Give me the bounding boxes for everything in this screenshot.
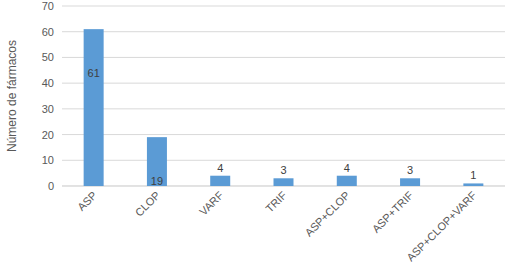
bar [274,178,294,186]
chart: 0 10 20 30 40 50 60 70 61 19 4 3 4 3 1 ASP CLOP VARF TRIF A… [0,0,507,270]
x-tick-label: VARF [197,189,226,218]
bar [400,178,420,186]
y-tick-label: 60 [42,26,54,38]
y-tick-label: 50 [42,51,54,63]
grid-line [62,83,505,84]
data-label: 19 [151,175,163,187]
x-tick-label: ASP [75,189,99,213]
y-tick-label: 0 [48,180,54,192]
data-label: 1 [470,169,476,181]
data-label: 3 [280,164,286,176]
data-label: 4 [217,162,223,174]
x-tick-label: ASP+CLOP [302,189,352,239]
grid-line [62,31,505,32]
x-tick-label: TRIF [263,189,289,215]
grid-line [62,57,505,58]
grid-line [62,6,505,7]
bar [210,176,230,186]
bar [337,176,357,186]
bar [463,183,483,186]
bar [84,29,104,186]
y-tick-label: 20 [42,129,54,141]
grid-line [62,108,505,109]
bars [84,29,484,186]
y-axis-label: Número de fármacos [5,40,19,152]
grid-line [62,134,505,135]
x-tick-label: ASP+TRIF [370,189,416,235]
y-tick-label: 70 [42,0,54,12]
data-label: 3 [407,164,413,176]
y-tick-label: 30 [42,103,54,115]
y-tick-label: 40 [42,77,54,89]
x-tick-label: ASP+CLOP+VARF [404,189,479,264]
grid-line [62,160,505,161]
y-tick-label: 10 [42,154,54,166]
data-label: 61 [88,67,100,79]
data-label: 4 [344,162,350,174]
x-tick-label: CLOP [133,189,163,219]
